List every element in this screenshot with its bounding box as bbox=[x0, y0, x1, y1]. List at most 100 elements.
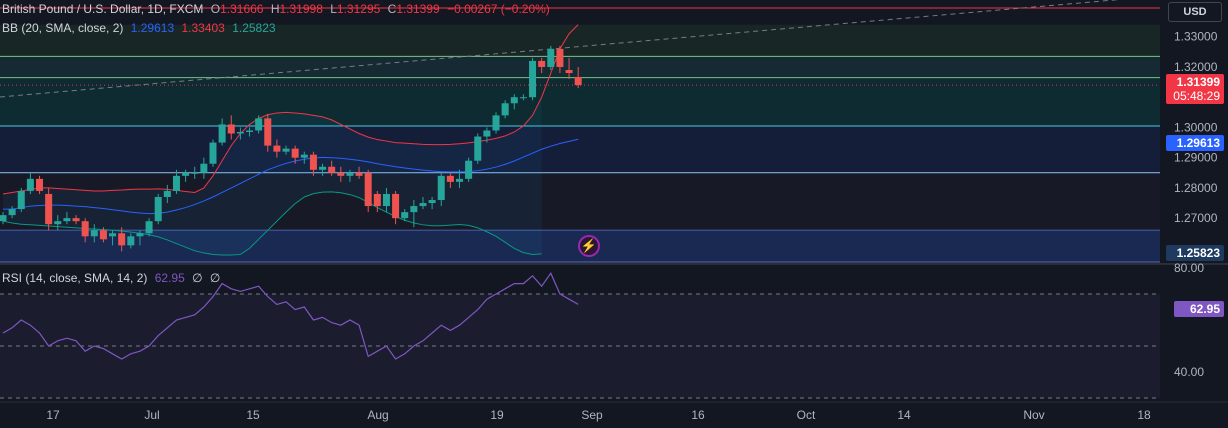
rsi-pane bbox=[0, 271, 1160, 399]
candle-body[interactable] bbox=[63, 218, 71, 222]
candle-body[interactable] bbox=[465, 160, 473, 179]
candle-body[interactable] bbox=[81, 221, 89, 237]
candle-body[interactable] bbox=[264, 118, 272, 146]
candle-body[interactable] bbox=[556, 48, 564, 67]
candle-body[interactable] bbox=[483, 130, 491, 137]
zone-top bbox=[0, 24, 1160, 57]
candle-body[interactable] bbox=[209, 142, 217, 164]
candle-body[interactable] bbox=[200, 163, 208, 173]
candle-body[interactable] bbox=[337, 172, 345, 176]
candle-body[interactable] bbox=[437, 175, 445, 201]
candle-body[interactable] bbox=[410, 206, 418, 213]
drawing-layer bbox=[0, 0, 1160, 263]
candle-body[interactable] bbox=[428, 200, 436, 204]
candle-body[interactable] bbox=[309, 154, 317, 170]
rsi-na-1: ∅ bbox=[192, 271, 203, 285]
candle-body[interactable] bbox=[145, 221, 153, 234]
zone-upper bbox=[0, 56, 1160, 78]
high-value: 1.31998 bbox=[279, 2, 323, 16]
candle-body[interactable] bbox=[355, 172, 363, 176]
zone-lower bbox=[0, 125, 1160, 173]
candle-body[interactable] bbox=[282, 148, 290, 152]
candle-body[interactable] bbox=[538, 60, 546, 67]
candle-body[interactable] bbox=[17, 190, 25, 210]
candle-body[interactable] bbox=[419, 203, 427, 207]
candle-body[interactable] bbox=[565, 70, 573, 74]
candle-body[interactable] bbox=[72, 218, 80, 222]
candle-body[interactable] bbox=[154, 196, 162, 222]
candle-body[interactable] bbox=[392, 193, 400, 219]
candle-body[interactable] bbox=[0, 215, 7, 222]
lightning-bolt-icon[interactable]: ⚡ bbox=[578, 235, 600, 257]
time-tick-label: 17 bbox=[46, 408, 60, 422]
rsi-na-2: ∅ bbox=[209, 271, 221, 285]
rsi-tick-label: 40.00 bbox=[1174, 365, 1204, 379]
bb-legend[interactable]: BB (20, SMA, close, 2) 1.29613 1.33403 1… bbox=[2, 21, 280, 35]
bb-basis-badge: 1.29613 bbox=[1166, 135, 1224, 151]
rsi-tick-label: 80.00 bbox=[1174, 261, 1204, 275]
bb-basis-value: 1.29613 bbox=[130, 21, 175, 35]
candle-body[interactable] bbox=[118, 233, 126, 246]
candle-body[interactable] bbox=[99, 230, 107, 240]
candle-body[interactable] bbox=[501, 103, 509, 116]
rsi-legend-label: RSI (14, close, SMA, 14, 2) bbox=[2, 271, 148, 285]
candle-body[interactable] bbox=[136, 233, 144, 237]
candle-body[interactable] bbox=[236, 131, 244, 134]
candles[interactable] bbox=[0, 45, 582, 252]
candle-body[interactable] bbox=[446, 175, 454, 182]
candle-body[interactable] bbox=[246, 130, 254, 132]
candle-body[interactable] bbox=[273, 145, 281, 152]
symbol-title[interactable]: British Pound / U.S. Dollar, 1D, FXCM bbox=[2, 2, 204, 16]
zone-bottom bbox=[0, 172, 1160, 231]
candle-body[interactable] bbox=[90, 230, 98, 237]
candle-body[interactable] bbox=[346, 172, 354, 176]
candle-body[interactable] bbox=[26, 178, 34, 191]
candle-body[interactable] bbox=[227, 124, 235, 134]
candle-body[interactable] bbox=[8, 209, 16, 216]
candle-body[interactable] bbox=[300, 154, 308, 158]
rsi-legend[interactable]: RSI (14, close, SMA, 14, 2) 62.95 ∅ ∅ bbox=[2, 271, 224, 285]
candle-body[interactable] bbox=[373, 193, 381, 207]
candle-body[interactable] bbox=[382, 193, 390, 207]
currency-button[interactable]: USD bbox=[1168, 2, 1222, 22]
price-tick-label: 1.27000 bbox=[1174, 211, 1218, 225]
candle-body[interactable] bbox=[45, 193, 53, 225]
price-tick-label: 1.30000 bbox=[1174, 120, 1218, 134]
time-tick-label: Jul bbox=[144, 408, 159, 422]
candle-body[interactable] bbox=[328, 166, 336, 173]
bb-basis-line bbox=[3, 138, 579, 215]
candle-body[interactable] bbox=[54, 221, 62, 225]
candle-body[interactable] bbox=[401, 212, 409, 219]
candle-body[interactable] bbox=[191, 172, 199, 174]
time-tick-label: 19 bbox=[490, 408, 504, 422]
candle-body[interactable] bbox=[510, 97, 518, 104]
candle-body[interactable] bbox=[492, 115, 500, 131]
candle-body[interactable] bbox=[255, 118, 263, 131]
candle-body[interactable] bbox=[574, 76, 582, 86]
candle-body[interactable] bbox=[218, 124, 226, 143]
bb-lower-value: 1.25823 bbox=[232, 21, 276, 35]
candle-body[interactable] bbox=[291, 148, 299, 158]
rsi-badge: 62.95 bbox=[1174, 301, 1224, 317]
candle-body[interactable] bbox=[163, 190, 171, 197]
candle-body[interactable] bbox=[529, 60, 537, 98]
price-tick-label: 1.29000 bbox=[1174, 151, 1218, 165]
candle-body[interactable] bbox=[364, 172, 372, 207]
time-tick-label: Oct bbox=[797, 408, 816, 422]
candle-body[interactable] bbox=[456, 178, 463, 182]
close-value: 1.31399 bbox=[396, 2, 440, 16]
candle-body[interactable] bbox=[127, 236, 135, 246]
candle-body[interactable] bbox=[519, 97, 527, 99]
candle-body[interactable] bbox=[172, 175, 180, 191]
candle-body[interactable] bbox=[182, 172, 190, 176]
time-tick-label: Sep bbox=[581, 408, 603, 422]
candle-body[interactable] bbox=[547, 48, 555, 67]
time-tick-label: 18 bbox=[1137, 408, 1151, 422]
candle-body[interactable] bbox=[36, 178, 44, 191]
candle-body[interactable] bbox=[319, 166, 327, 170]
candle-body[interactable] bbox=[109, 233, 117, 237]
open-value: 1.31666 bbox=[220, 2, 264, 16]
bb-legend-label: BB (20, SMA, close, 2) bbox=[2, 21, 124, 35]
candle-body[interactable] bbox=[474, 136, 482, 161]
